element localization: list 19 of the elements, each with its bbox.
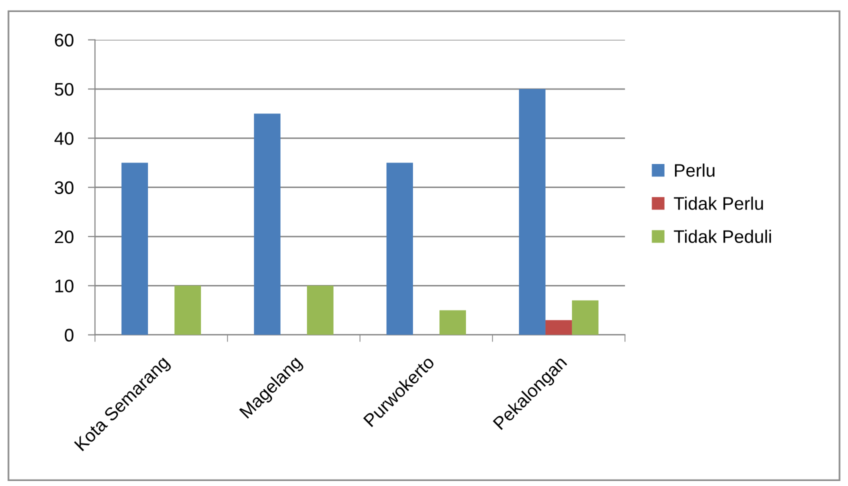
y-tick-label: 10	[55, 280, 74, 292]
bar	[306, 286, 334, 335]
bar	[439, 310, 466, 335]
legend-label: Tidak Peduli	[674, 230, 771, 243]
bar	[386, 162, 413, 335]
bar	[572, 300, 598, 335]
y-tick-label: 40	[54, 132, 74, 145]
bar	[254, 114, 280, 335]
legend-label: Perlu	[674, 164, 714, 177]
bar	[174, 286, 201, 335]
y-tick-label: 20	[54, 230, 74, 244]
y-tick-label: 30	[54, 181, 74, 194]
y-tick-label: 0	[64, 328, 74, 342]
bar	[518, 89, 546, 335]
bar	[545, 320, 572, 335]
y-tick-label: 50	[54, 82, 74, 96]
y-tick-label: 60	[54, 34, 74, 47]
bar	[121, 162, 148, 335]
legend-label: Tidak Perlu	[674, 196, 763, 210]
